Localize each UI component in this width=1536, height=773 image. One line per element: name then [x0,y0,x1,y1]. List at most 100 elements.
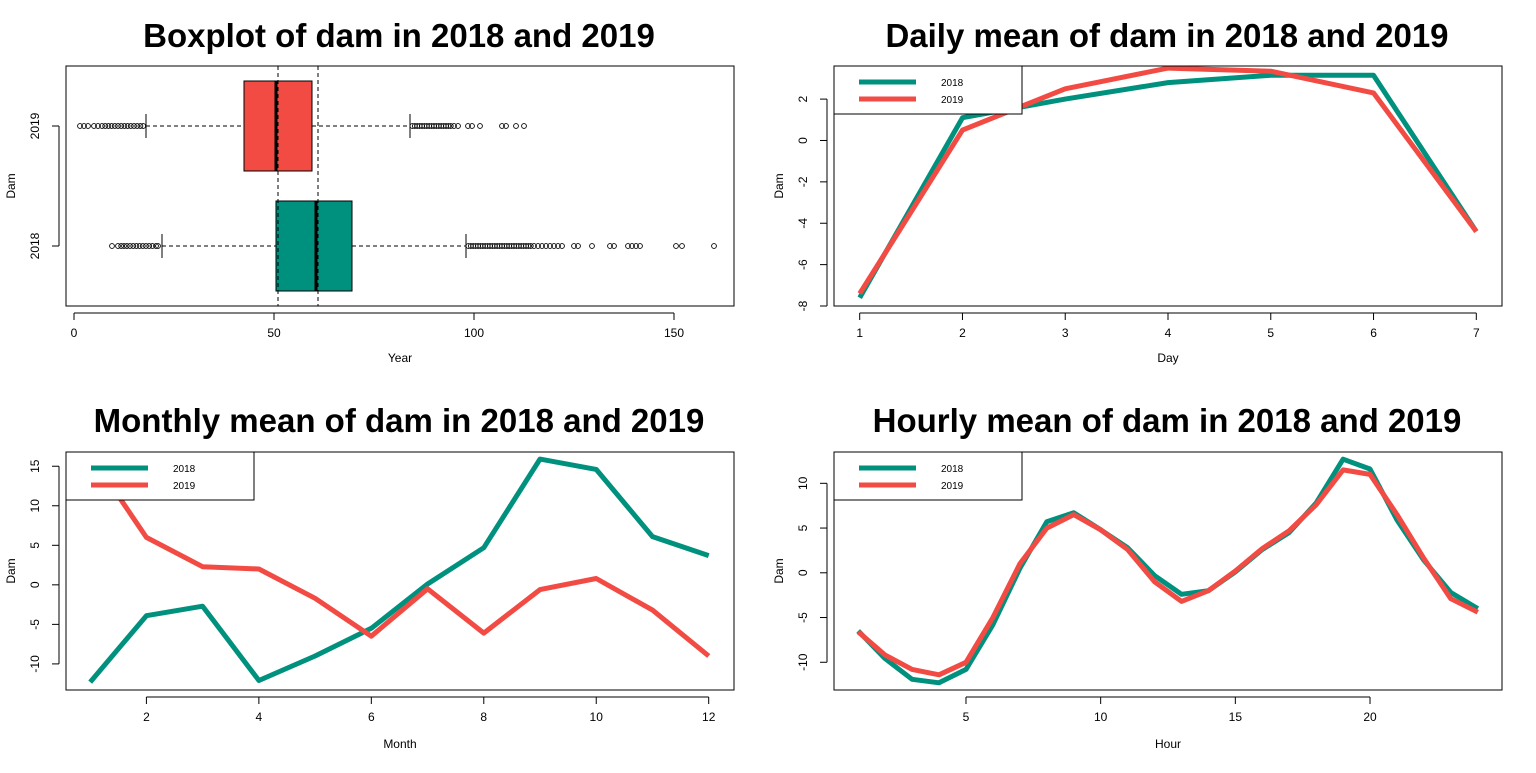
outlier-point-2019 [513,123,519,129]
outlier-point-2018 [625,243,631,249]
outlier-point-2019 [455,123,461,129]
outlier-point-2019 [131,123,137,129]
legend-label-2018: 2018 [941,78,964,89]
hourly-x-tick-label: 15 [1229,710,1243,724]
boxplot-x-tick-label: 150 [664,326,684,340]
hourly-x-tick-label: 10 [1094,710,1108,724]
outlier-point-2019 [85,123,91,129]
outlier-point-2019 [447,123,454,129]
hourly-y-tick-label: 5 [796,524,810,531]
hourly-legend: 2018 2019 [833,451,1023,501]
outlier-point-2018 [127,243,133,249]
outlier-point-2018 [575,243,581,249]
outlier-point-2019 [105,123,112,129]
series-line-2019 [856,467,1479,678]
legend-label-2019: 2019 [941,95,964,106]
outlier-point-2018 [118,243,125,249]
box-body-2018 [275,200,353,292]
boxplot-x-tick-label: 50 [267,326,281,340]
outlier-point-2018 [133,243,140,249]
monthly-x-tick-label: 8 [480,710,487,724]
boxplot-x-tick-label: 100 [464,326,484,340]
outlier-point-2019 [95,123,101,129]
outlier-point-2018 [559,243,565,249]
daily-y-tick-label: -4 [796,218,810,229]
outlier-point-2019 [108,123,115,129]
outlier-point-2019 [91,123,97,129]
outlier-point-2019 [124,123,131,129]
legend-label-2018: 2018 [941,464,964,475]
hourly-y-axis-label: Dam [772,558,786,583]
outlier-point-2018 [123,243,130,249]
daily-x-tick-label: 5 [1267,326,1274,340]
outlier-point-2019 [140,123,147,129]
outlier-point-2018 [121,243,127,249]
hourly-x-tick-label: 20 [1363,710,1377,724]
daily-y-tick-label: 0 [796,137,810,144]
daily-x-tick-label: 2 [959,326,966,340]
outlier-point-2018 [136,243,143,249]
outlier-point-2018 [589,243,595,249]
outlier-point-2019 [115,123,121,129]
outlier-point-2018 [711,243,717,249]
outlier-point-2018 [539,243,545,249]
outlier-point-2018 [146,243,153,249]
series-line-2018 [857,72,1479,299]
hourly-y-tick-label: -5 [796,612,810,623]
monthly-plot-frame [65,451,735,691]
monthly-y-axis-label: Dam [4,558,18,583]
boxplot-title: Boxplot of dam in 2018 and 2019 [143,17,655,54]
daily-x-tick-label: 4 [1165,326,1172,340]
daily-y-tick-label: -2 [796,176,810,187]
daily-legend: 2018 2019 [833,65,1023,115]
monthly-y-tick-label: -5 [28,619,42,630]
outlier-point-2018 [535,243,541,249]
outlier-point-2018 [633,243,639,249]
daily-series-group [857,66,1479,299]
daily-title: Daily mean of dam in 2018 and 2019 [885,17,1448,54]
daily-x-axis-label: Day [1157,351,1178,365]
outlier-point-2018 [611,243,617,249]
outlier-point-2018 [527,243,534,249]
outlier-point-2019 [499,123,505,129]
monthly-series-group [88,452,711,684]
outlier-point-2019 [111,123,118,129]
box-2018 [109,200,717,292]
box-2019 [77,80,527,172]
boxplot-x-axis-label: Year [388,351,412,365]
outlier-point-2019 [521,123,527,129]
monthly-panel: Monthly mean of dam in 2018 and 2019 Mont… [4,402,735,751]
outlier-point-2019 [503,123,509,129]
monthly-title: Monthly mean of dam in 2018 and 2019 [94,402,705,439]
outlier-point-2018 [525,243,532,249]
boxplot-panel: Boxplot of dam in 2018 and 2019 Year Dam 0 5… [4,17,735,365]
outlier-point-2018 [637,243,643,249]
daily-panel: Daily mean of dam in 2018 and 2019 Day Dam… [772,17,1503,365]
monthly-y-tick-label: 15 [28,459,42,473]
daily-y-tick-label: 2 [796,95,810,102]
outlier-point-2019 [134,123,141,129]
monthly-x-tick-label: 6 [368,710,375,724]
boxplot-y-tick-label: 2018 [28,232,42,259]
outlier-point-2019 [118,123,125,129]
outlier-point-2018 [139,243,146,249]
outlier-point-2019 [102,123,109,129]
daily-legend-box [833,65,1023,115]
outlier-point-2019 [469,123,475,129]
outlier-point-2019 [445,123,452,129]
outlier-point-2018 [607,243,613,249]
monthly-y-tick-label: 5 [28,542,42,549]
monthly-x-tick-label: 10 [590,710,604,724]
outlier-point-2019 [477,123,483,129]
daily-x-tick-label: 3 [1062,326,1069,340]
outlier-point-2018 [571,243,577,249]
outlier-point-2018 [673,243,679,249]
series-line-2019 [88,452,711,658]
hourly-y-tick-label: 10 [796,476,810,490]
daily-x-tick-label: 6 [1370,326,1377,340]
outlier-point-2019 [81,123,87,129]
hourly-title: Hourly mean of dam in 2018 and 2019 [873,402,1462,439]
hourly-x-axis-label: Hour [1155,737,1181,751]
hourly-legend-box [833,451,1023,501]
